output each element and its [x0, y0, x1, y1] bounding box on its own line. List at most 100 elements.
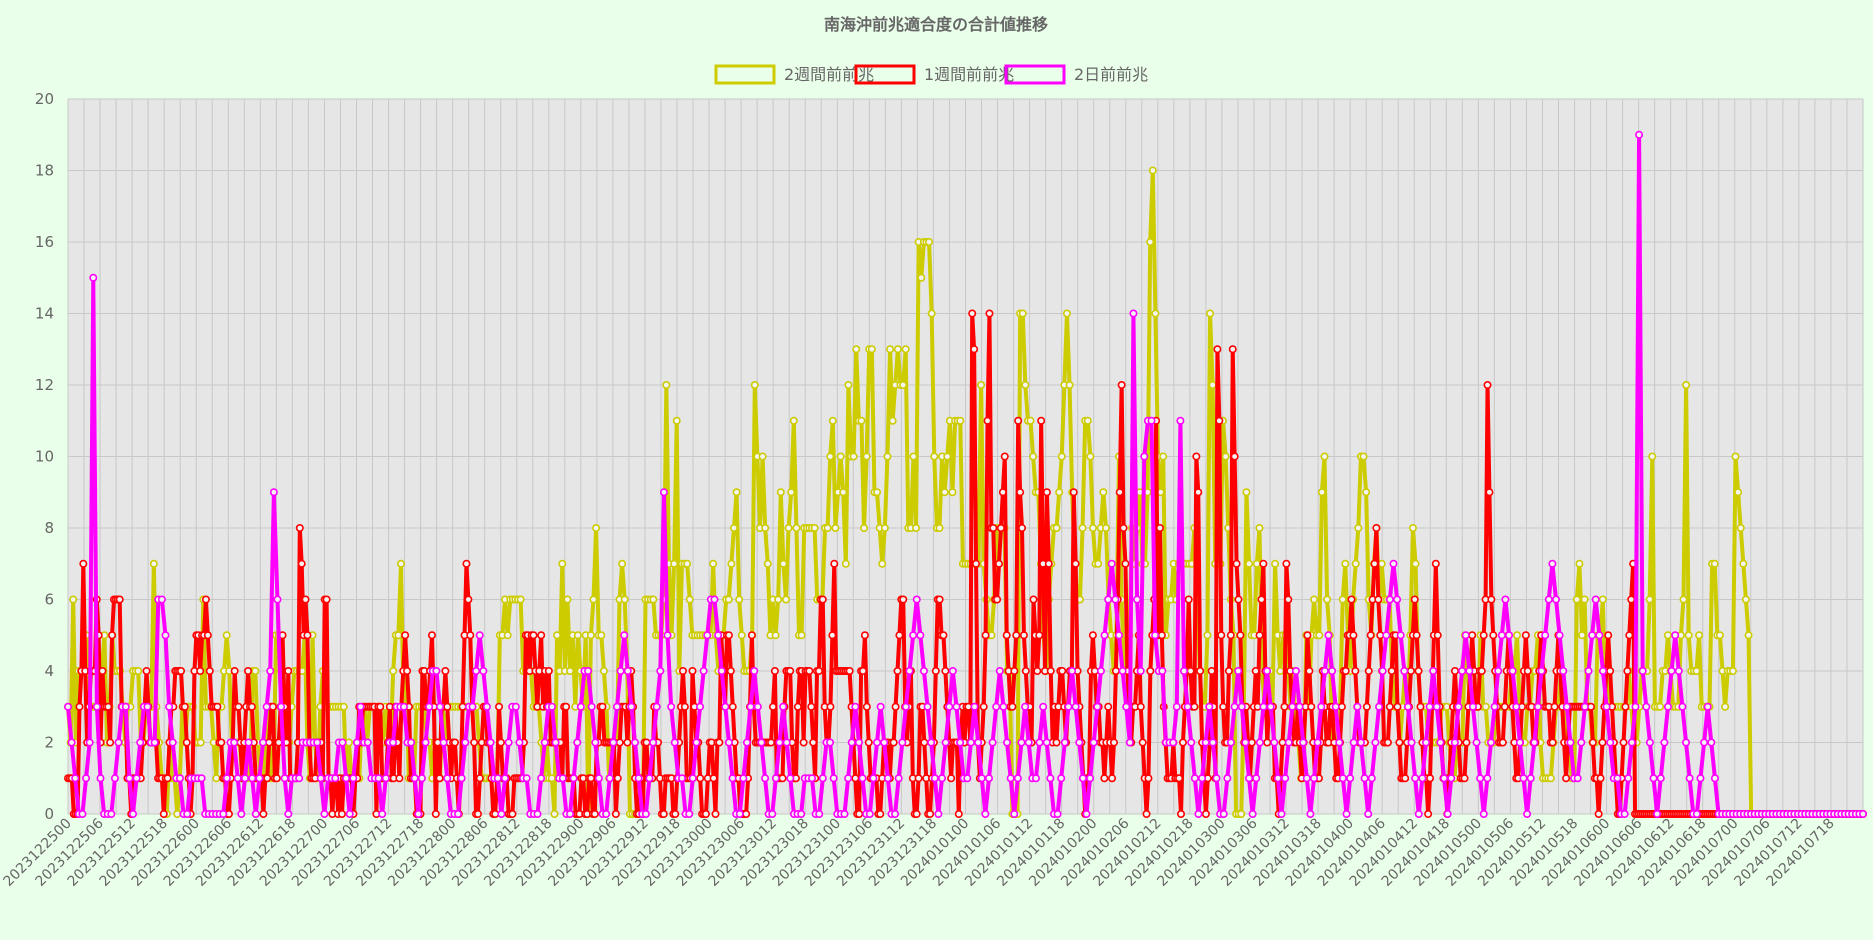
- data-point: [1236, 631, 1245, 640]
- data-point: [985, 309, 994, 318]
- y-tick-label: 14: [35, 305, 54, 323]
- data-point: [425, 702, 434, 711]
- data-point: [1018, 523, 1027, 532]
- data-point: [401, 631, 410, 640]
- data-point: [894, 774, 903, 783]
- data-point: [417, 774, 426, 783]
- data-point: [618, 559, 627, 568]
- data-point: [1086, 452, 1095, 461]
- data-point: [1577, 738, 1586, 747]
- data-point: [431, 809, 440, 818]
- data-point: [331, 774, 340, 783]
- legend-item[interactable]: 1週間前前兆: [854, 64, 1014, 85]
- data-point: [248, 774, 257, 783]
- data-point: [295, 774, 304, 783]
- data-point: [1237, 809, 1246, 818]
- data-point: [1208, 380, 1217, 389]
- data-point: [1320, 666, 1329, 675]
- grid: [67, 98, 1864, 815]
- data-point: [1282, 559, 1291, 568]
- data-point: [1566, 738, 1575, 747]
- data-point: [858, 774, 867, 783]
- data-point: [1201, 738, 1210, 747]
- data-point: [1101, 523, 1110, 532]
- data-point: [230, 666, 239, 675]
- data-point: [1299, 738, 1308, 747]
- data-point: [1306, 809, 1315, 818]
- data-point: [1136, 666, 1145, 675]
- data-point: [855, 809, 864, 818]
- data-point: [899, 380, 908, 389]
- data-point: [1013, 774, 1022, 783]
- data-point: [462, 559, 471, 568]
- data-point: [786, 666, 795, 675]
- data-point: [177, 666, 186, 675]
- data-point: [988, 738, 997, 747]
- data-point: [917, 273, 926, 282]
- data-point: [893, 666, 902, 675]
- data-point: [1083, 416, 1092, 425]
- data-point: [912, 809, 921, 818]
- legend-swatch: [1004, 64, 1066, 85]
- data-point: [1172, 702, 1181, 711]
- data-point: [1251, 666, 1260, 675]
- data-point: [701, 809, 710, 818]
- data-point: [782, 738, 791, 747]
- data-point: [901, 345, 910, 354]
- data-point: [1109, 738, 1118, 747]
- data-point: [1710, 774, 1719, 783]
- data-point: [458, 702, 467, 711]
- data-point: [1186, 666, 1195, 675]
- series-layer: [64, 130, 1868, 818]
- legend-item[interactable]: 2週間前前兆: [714, 64, 874, 85]
- data-point: [1627, 738, 1636, 747]
- data-point: [1653, 809, 1662, 818]
- data-point: [836, 452, 845, 461]
- data-point: [1371, 738, 1380, 747]
- data-point: [735, 809, 744, 818]
- data-point: [901, 702, 910, 711]
- data-point: [1035, 631, 1044, 640]
- data-point: [1342, 809, 1351, 818]
- data-point: [1065, 380, 1074, 389]
- data-point: [948, 488, 957, 497]
- data-point: [352, 738, 361, 747]
- data-point: [450, 738, 459, 747]
- data-point: [667, 702, 676, 711]
- data-point: [234, 702, 243, 711]
- data-point: [1625, 631, 1634, 640]
- data-point: [322, 595, 331, 604]
- data-point: [732, 488, 741, 497]
- data-point: [1029, 452, 1038, 461]
- data-point: [823, 523, 832, 532]
- data-point: [899, 595, 908, 604]
- data-point: [1462, 738, 1471, 747]
- data-point: [758, 452, 767, 461]
- data-point: [1663, 702, 1672, 711]
- data-point: [1505, 631, 1514, 640]
- data-point: [677, 774, 686, 783]
- data-point: [1424, 809, 1433, 818]
- data-point: [1580, 702, 1589, 711]
- data-point: [1494, 666, 1503, 675]
- data-point: [663, 631, 672, 640]
- data-point: [1157, 631, 1166, 640]
- data-point: [939, 631, 948, 640]
- data-point: [1018, 309, 1027, 318]
- data-point: [1237, 702, 1246, 711]
- legend-item[interactable]: 2日前前兆: [1004, 64, 1148, 85]
- data-point: [671, 809, 680, 818]
- data-point: [1003, 738, 1012, 747]
- data-point: [1057, 774, 1066, 783]
- data-point: [989, 523, 998, 532]
- data-point: [345, 809, 354, 818]
- data-point: [1115, 488, 1124, 497]
- data-point: [862, 452, 871, 461]
- data-point: [1086, 774, 1095, 783]
- data-point: [826, 702, 835, 711]
- data-point: [742, 809, 751, 818]
- data-point: [115, 595, 124, 604]
- data-point: [237, 809, 246, 818]
- data-point: [615, 738, 624, 747]
- data-point: [1037, 416, 1046, 425]
